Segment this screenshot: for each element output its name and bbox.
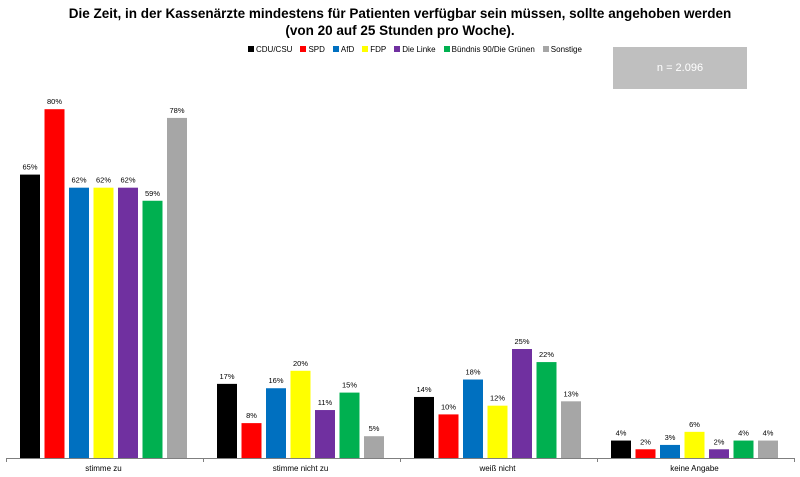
sample-size-label: n = 2.096 (656, 62, 704, 74)
data-label-1-6: 5% (369, 424, 380, 433)
data-label-3-0: 4% (616, 429, 627, 438)
bar-1-1 (241, 423, 262, 458)
legend-label-4: Die Linke (402, 44, 436, 54)
data-label-2-3: 12% (490, 394, 505, 403)
category-label-3: keine Angabe (670, 464, 719, 473)
legend-label-5: Bündnis 90/Die Grünen (451, 44, 535, 54)
data-label-0-6: 78% (169, 106, 184, 115)
data-label-3-3: 6% (689, 420, 700, 429)
data-label-0-3: 62% (96, 176, 111, 185)
bar-2-2 (463, 379, 483, 458)
bar-3-4 (709, 449, 729, 458)
legend-swatch-2 (332, 46, 339, 52)
legend-label-2: AfD (340, 44, 355, 54)
data-label-2-0: 14% (416, 385, 431, 394)
legend-swatch-5 (443, 46, 450, 52)
legend-item-2: AfD (332, 44, 355, 54)
bar-2-6 (561, 401, 581, 458)
data-label-0-2: 62% (71, 176, 86, 185)
bar-0-0 (20, 174, 40, 458)
legend-label-6: Sonstige (550, 44, 582, 54)
bar-2-5 (536, 362, 557, 458)
legend-swatch-0 (248, 46, 254, 52)
legend-swatch-6 (542, 46, 549, 52)
data-label-1-2: 16% (268, 376, 283, 385)
legend-item-3: FDP (362, 45, 386, 54)
sample-size-box: n = 2.096 (613, 47, 747, 89)
legend-swatch-4 (394, 46, 401, 52)
bar-3-5 (733, 440, 754, 458)
data-label-2-2: 18% (465, 368, 480, 377)
bar-1-5 (339, 392, 360, 458)
bar-0-2 (69, 187, 89, 458)
bar-2-4 (512, 349, 532, 458)
bar-3-6 (758, 440, 778, 458)
bar-3-0 (611, 440, 631, 458)
legend-item-6: Sonstige (542, 44, 582, 54)
legend-label-1: SPD (308, 44, 325, 54)
bar-0-5 (142, 200, 163, 458)
legend-item-4: Die Linke (394, 44, 436, 54)
data-label-1-0: 17% (219, 372, 234, 381)
bar-0-4 (118, 187, 138, 458)
legend-item-5: Bündnis 90/Die Grünen (443, 44, 535, 54)
data-label-2-4: 25% (514, 337, 529, 346)
data-label-3-2: 3% (665, 433, 676, 442)
bar-3-2 (660, 444, 680, 458)
data-label-1-3: 20% (293, 359, 308, 368)
bar-2-1 (438, 414, 459, 458)
category-label-2: weiß nicht (478, 464, 516, 473)
bar-2-3 (487, 405, 508, 458)
category-label-1: stimme nicht zu (273, 464, 329, 473)
legend-item-1: SPD (300, 44, 325, 54)
data-label-0-4: 62% (120, 176, 135, 185)
bar-1-3 (290, 370, 311, 458)
legend-label-0: CDU/CSU (256, 44, 293, 54)
chart-title-line-1: Die Zeit, in der Kassenärzte mindestens … (68, 6, 732, 21)
bar-0-1 (44, 109, 65, 458)
data-label-1-1: 8% (246, 411, 257, 420)
data-label-3-1: 2% (640, 437, 651, 446)
bar-1-4 (315, 410, 335, 458)
bar-1-6 (364, 436, 384, 458)
legend-item-0: CDU/CSU (248, 45, 292, 54)
bar-3-3 (684, 431, 705, 458)
data-label-1-5: 15% (342, 381, 357, 390)
legend-swatch-1 (300, 46, 307, 52)
data-label-3-4: 2% (714, 437, 725, 446)
legend-swatch-3 (362, 46, 369, 52)
data-label-0-1: 80% (47, 97, 62, 106)
data-label-3-6: 4% (763, 429, 774, 438)
bar-0-3 (93, 187, 114, 458)
bar-1-0 (217, 383, 237, 458)
data-label-1-4: 11% (318, 398, 333, 407)
legend-label-3: FDP (370, 44, 387, 54)
chart-legend: CDU/CSU SPD AfD FDP Die Linke Bündnis 90/Die … (248, 43, 582, 55)
bar-0-6 (167, 117, 187, 459)
category-label-0: stimme zu (85, 464, 121, 473)
bar-1-2 (266, 388, 286, 458)
chart-title-line-2: (von 20 auf 25 Stunden pro Woche). (285, 23, 515, 38)
chart-title: Die Zeit, in der Kassenärzte mindestens … (0, 5, 800, 39)
bar-2-0 (414, 396, 434, 458)
data-label-2-5: 22% (539, 350, 554, 359)
data-label-0-5: 59% (145, 189, 160, 198)
data-label-2-6: 13% (563, 389, 578, 398)
data-label-3-5: 4% (738, 429, 749, 438)
data-label-2-1: 10% (441, 402, 456, 411)
bar-3-1 (635, 449, 656, 458)
data-label-0-0: 65% (22, 163, 37, 172)
